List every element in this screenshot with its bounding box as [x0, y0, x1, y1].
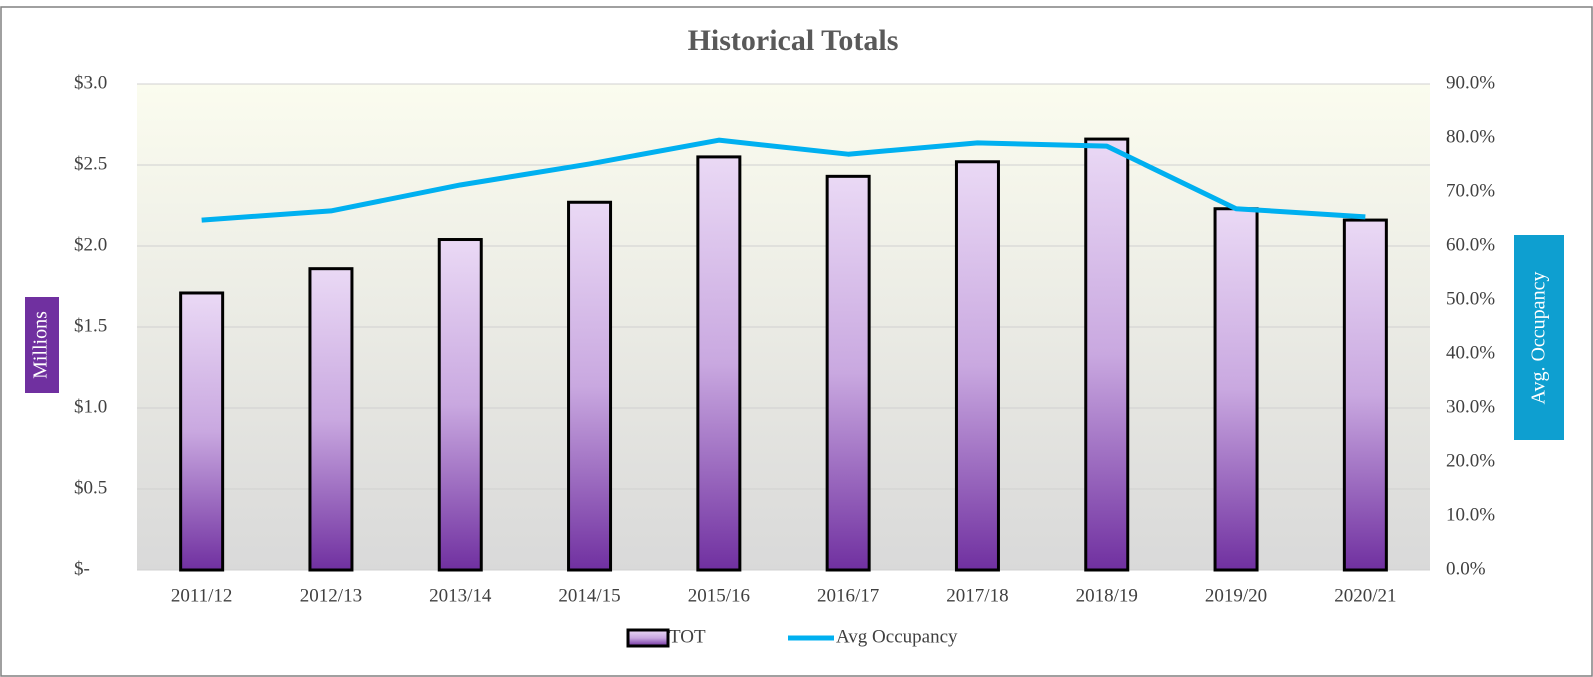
x-tick-label: 2013/14	[429, 585, 492, 606]
y-tick-label: $2.0	[74, 234, 107, 255]
y2-tick-label: 40.0%	[1446, 342, 1495, 363]
frame	[0, 6, 1593, 677]
x-tick-label: 2012/13	[300, 585, 362, 606]
y2-tick-label: 90.0%	[1446, 72, 1495, 93]
legend-swatch	[626, 628, 670, 648]
bar	[1084, 137, 1130, 572]
x-tick-label: 2016/17	[817, 585, 879, 606]
bar	[1342, 218, 1388, 572]
y2-axis-title: Avg. Occupancy	[1528, 272, 1550, 405]
bar	[179, 291, 225, 572]
y2-axis-title-box	[1514, 235, 1564, 440]
y2-tick-label: 30.0%	[1446, 396, 1495, 417]
y-axis-title: Millions	[30, 311, 52, 379]
bar	[567, 200, 613, 572]
x-tick-label: 2011/12	[171, 585, 233, 606]
y-tick-label: $1.0	[74, 396, 107, 417]
y-tick-label: $3.0	[74, 72, 107, 93]
bar	[1213, 207, 1259, 572]
x-tick-label: 2018/19	[1076, 585, 1138, 606]
chart-title: Historical Totals	[688, 24, 899, 57]
y-tick-label: $1.5	[74, 315, 107, 336]
x-tick-label: 2015/16	[688, 585, 750, 606]
y-tick-label: $2.5	[74, 153, 107, 174]
y2-tick-label: 50.0%	[1446, 288, 1495, 309]
x-tick-label: 2014/15	[558, 585, 620, 606]
y2-tick-label: 20.0%	[1446, 450, 1495, 471]
y2-tick-label: 0.0%	[1446, 558, 1486, 579]
x-tick-label: 2019/20	[1205, 585, 1267, 606]
bar	[954, 160, 1000, 572]
bar	[437, 238, 483, 572]
y2-tick-label: 80.0%	[1446, 126, 1495, 147]
y2-tick-label: 70.0%	[1446, 180, 1495, 201]
y-axis-title-box	[25, 297, 59, 393]
line-series	[201, 137, 1366, 223]
bar	[825, 174, 871, 572]
bar	[308, 267, 354, 572]
bar	[696, 155, 742, 572]
legend-label: Avg Occupancy	[836, 626, 958, 647]
y-tick-label: $0.5	[74, 477, 107, 498]
x-tick-label: 2020/21	[1334, 585, 1396, 606]
legend-label: TOT	[669, 626, 706, 647]
x-tick-label: 2017/18	[946, 585, 1008, 606]
y2-tick-label: 60.0%	[1446, 234, 1495, 255]
y2-tick-label: 10.0%	[1446, 504, 1495, 525]
y-tick-label: $-	[74, 558, 90, 579]
